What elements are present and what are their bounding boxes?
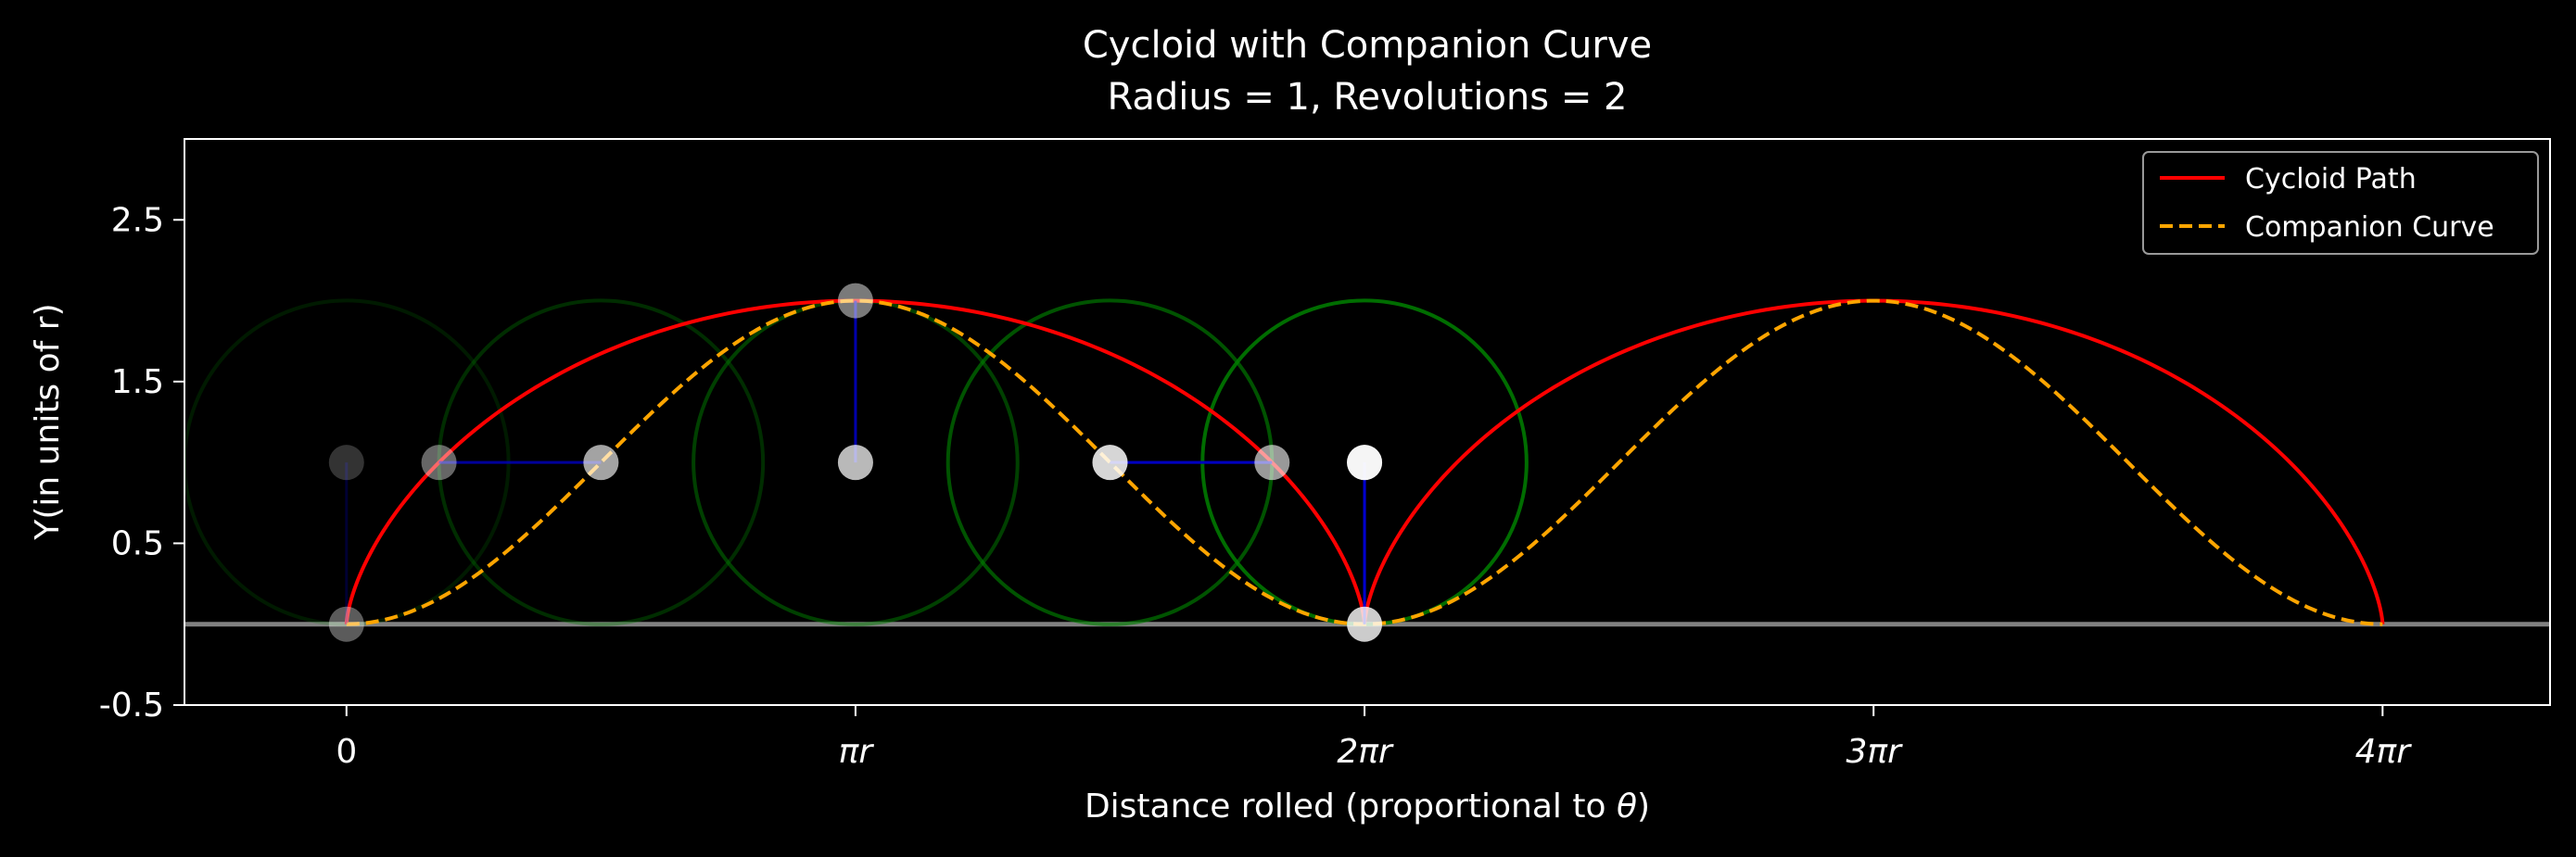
x-axis-label: Distance rolled (proportional to θ) <box>1085 788 1650 825</box>
x-axis-label-prefix: Distance rolled (proportional to <box>1085 788 1617 825</box>
legend: Cycloid Path Companion Curve <box>2142 151 2539 255</box>
legend-box <box>2142 151 2539 255</box>
circle-center-marker-0 <box>328 445 364 481</box>
y-tick-label-3: 2.5 <box>111 201 164 239</box>
chart-subtitle: Radius = 1, Revolutions = 2 <box>1107 76 1627 119</box>
y-tick-label-1: 0.5 <box>111 524 164 562</box>
chart-title: Cycloid with Companion Curve <box>1083 24 1652 67</box>
circle-center-marker-1 <box>583 445 619 481</box>
cycloid-point-marker-2 <box>837 283 873 319</box>
y-axis: -0.5 0.5 1.5 2.5 <box>99 201 184 725</box>
x-tick-label-2: 2πr <box>1337 733 1394 771</box>
x-axis: 0 πr 2πr 3πr 4πr <box>336 705 2412 771</box>
x-axis-label-symbol: θ <box>1617 788 1637 825</box>
x-tick-label-3: 3πr <box>1846 733 1903 771</box>
plot-area <box>184 283 2550 642</box>
legend-label-cycloid: Cycloid Path <box>2245 163 2417 195</box>
y-tick-label-2: 1.5 <box>111 363 164 401</box>
y-axis-label: Y(in units of r) <box>29 303 67 540</box>
companion-point-marker-2 <box>837 445 873 481</box>
cycloid-point-marker-3 <box>1254 445 1290 481</box>
legend-label-companion: Companion Curve <box>2245 211 2494 244</box>
x-tick-label-1: πr <box>839 733 875 771</box>
companion-point-marker-1 <box>583 445 619 481</box>
x-tick-label-4: 4πr <box>2355 733 2413 771</box>
circle-center-marker-2 <box>837 445 873 481</box>
companion-point-marker-4 <box>1347 445 1383 481</box>
x-axis-label-suffix: ) <box>1637 788 1650 825</box>
x-tick-label-0: 0 <box>336 733 357 771</box>
companion-point-marker-0 <box>328 606 364 642</box>
cycloid-point-marker-4 <box>1347 606 1383 642</box>
companion-point-marker-3 <box>1092 445 1128 481</box>
cycloid-point-marker-1 <box>421 445 457 481</box>
y-tick-label-0: -0.5 <box>99 687 164 725</box>
plot-frame <box>184 138 2551 706</box>
cycloid-point-marker-0 <box>328 606 364 642</box>
